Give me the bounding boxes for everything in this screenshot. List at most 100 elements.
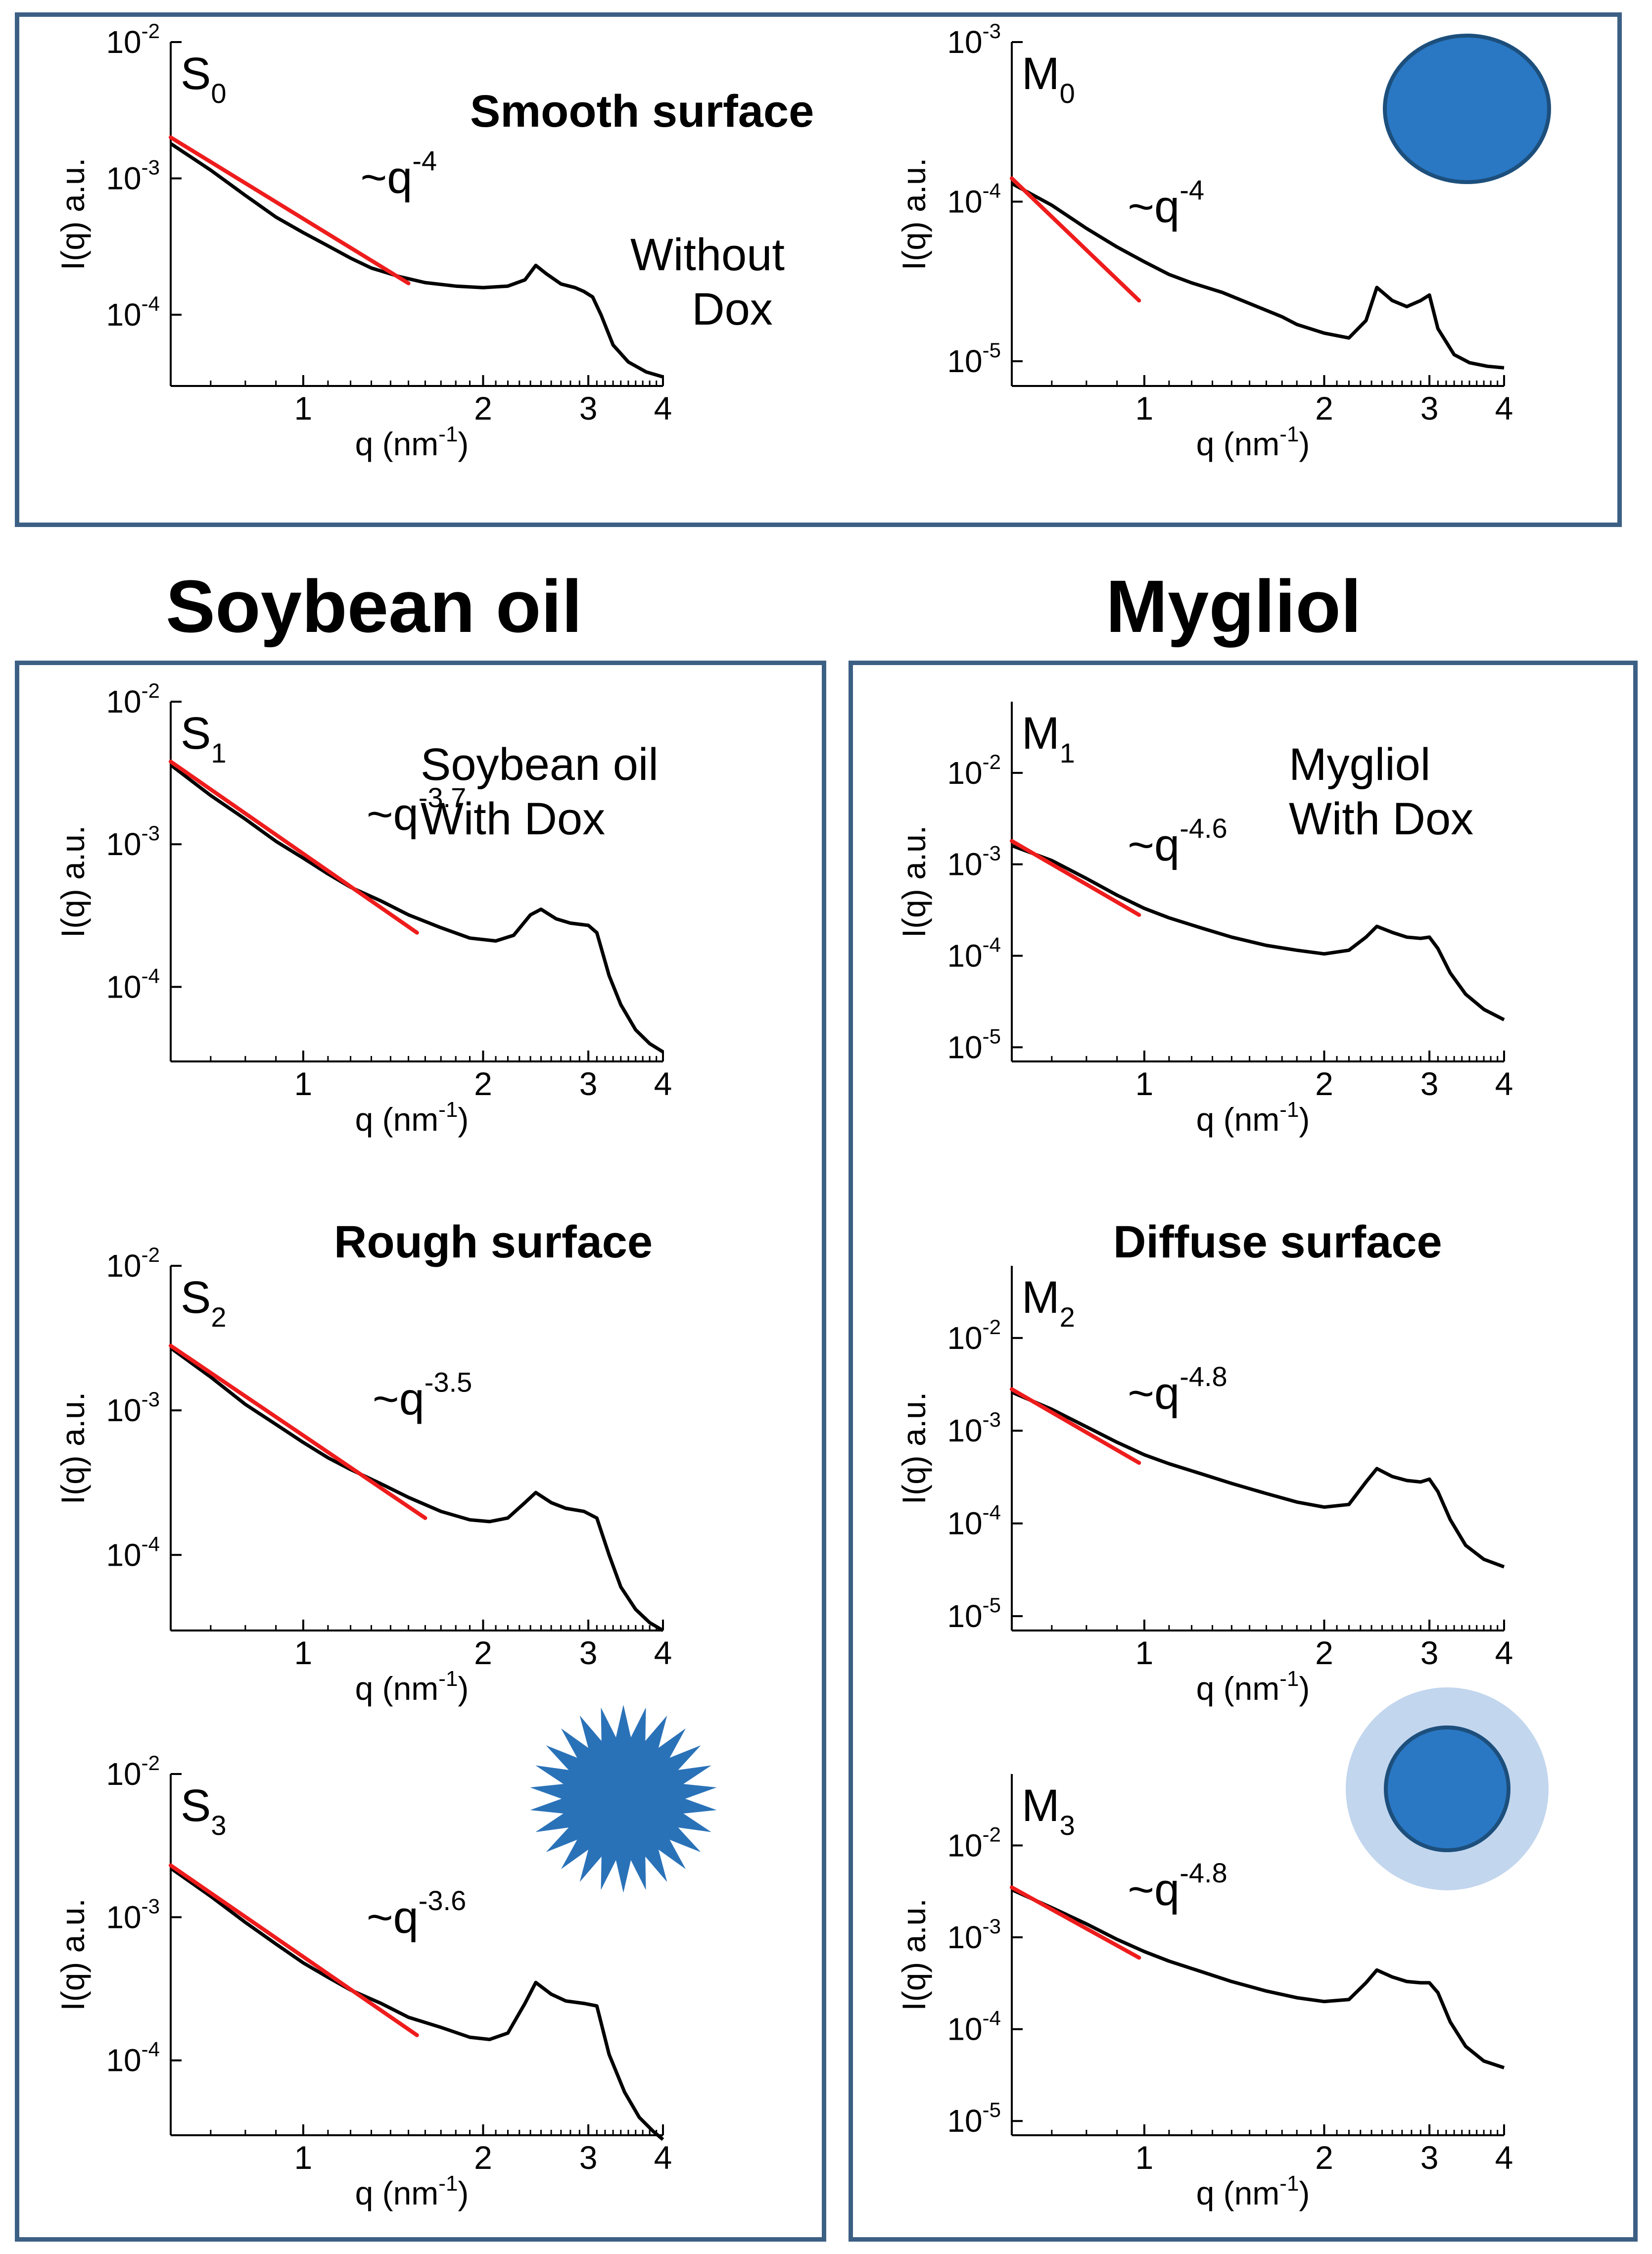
y-tick-label: 10-3 xyxy=(947,1915,1001,1955)
x-tick-label: 3 xyxy=(1420,2139,1439,2176)
panel-label: S3 xyxy=(181,1780,227,1841)
y-tick-label: 10-4 xyxy=(947,1501,1001,1541)
y-axis-label: I(q) a.u. xyxy=(54,1392,91,1504)
panel-label: S0 xyxy=(181,48,227,109)
x-tick-label: 2 xyxy=(1315,1065,1333,1102)
x-tick-label: 2 xyxy=(474,1634,492,1671)
panel-label: S1 xyxy=(181,708,227,768)
x-axis-label: q (nm-1) xyxy=(1196,1098,1310,1138)
plot-group-S2: 1 2 3 4 10-4 10-3 10-2 q (nm-1) I(q) a.u. S2 ~q-3.… xyxy=(54,1243,672,1707)
x-tick-label: 1 xyxy=(1135,1065,1154,1102)
x-tick-label: 4 xyxy=(654,1065,672,1102)
data-line xyxy=(1011,844,1505,1021)
y-tick-label: 10-4 xyxy=(106,292,160,333)
y-axis-label: I(q) a.u. xyxy=(896,1898,932,2011)
panel-label: M1 xyxy=(1022,708,1075,768)
y-tick-label: 10-2 xyxy=(106,19,160,60)
top-frame xyxy=(15,12,1622,527)
x-tick-label: 4 xyxy=(1495,390,1513,427)
exponent-label: ~q-4.6 xyxy=(1128,813,1227,870)
x-tick-label: 3 xyxy=(579,390,598,427)
y-tick-label: 10-3 xyxy=(106,1388,160,1428)
fit-line xyxy=(169,1343,427,1520)
x-tick-label: 1 xyxy=(1135,390,1154,427)
x-tick-label: 2 xyxy=(1315,390,1333,427)
y-tick-label: 10-4 xyxy=(947,179,1001,220)
x-axis-label: q (nm-1) xyxy=(1196,1667,1310,1707)
y-tick-label: 10-2 xyxy=(947,1822,1001,1863)
x-tick-label: 1 xyxy=(1135,1634,1154,1671)
without-dox-line2: Dox xyxy=(692,284,773,335)
exponent-label: ~q-4 xyxy=(1128,174,1204,232)
y-axis-label: I(q) a.u. xyxy=(896,158,932,270)
soybean-frame xyxy=(15,661,826,2242)
y-tick-label: 10-5 xyxy=(947,1024,1001,1065)
y-axis-label: I(q) a.u. xyxy=(896,825,932,938)
x-tick-label: 3 xyxy=(579,1634,598,1671)
soybean-with-dox-line1: Soybean oil xyxy=(421,739,659,790)
fit-line xyxy=(1010,176,1141,303)
data-line xyxy=(169,1867,664,2141)
x-axis-label: q (nm-1) xyxy=(355,1098,469,1138)
exponent-label: ~q-4.8 xyxy=(1128,1857,1227,1915)
data-line xyxy=(1011,1391,1505,1569)
x-tick-label: 3 xyxy=(1420,1634,1439,1671)
exponent-label: ~q-3.7 xyxy=(367,782,466,840)
y-tick-label: 10-3 xyxy=(106,155,160,196)
y-axis-label: I(q) a.u. xyxy=(54,1898,91,2011)
x-tick-label: 3 xyxy=(1420,1065,1439,1102)
panel-label: M0 xyxy=(1022,48,1075,109)
soybean-with-dox-label: Soybean oil With Dox xyxy=(421,737,659,847)
x-tick-label: 1 xyxy=(294,2139,313,2176)
diffuse-surface-label: Diffuse surface xyxy=(1113,1217,1442,1267)
fit-line xyxy=(169,760,419,935)
x-axis-label: q (nm-1) xyxy=(355,422,469,462)
data-line xyxy=(1011,1888,1505,2069)
exponent-label: ~q-4 xyxy=(361,145,437,203)
y-tick-label: 10-5 xyxy=(947,2098,1001,2139)
x-tick-label: 4 xyxy=(654,1634,672,1671)
x-axis-label: q (nm-1) xyxy=(1196,422,1310,462)
exponent-label: ~q-3.5 xyxy=(373,1367,472,1425)
y-tick-label: 10-2 xyxy=(106,1243,160,1284)
x-tick-label: 4 xyxy=(1495,1065,1513,1102)
x-tick-label: 4 xyxy=(1495,1634,1513,1671)
data-line xyxy=(1011,182,1505,370)
y-tick-label: 10-2 xyxy=(106,1751,160,1792)
plot-group-M3: 1 2 3 4 10-5 10-4 10-3 10-2 q (nm-1) I(q) a.u. M3 ~… xyxy=(896,1774,1513,2211)
y-tick-label: 10-4 xyxy=(106,1532,160,1573)
y-axis-label: I(q) a.u. xyxy=(54,825,91,938)
mygliol-with-dox-label: Mygliol With Dox xyxy=(1289,737,1473,847)
smooth-surface-label: Smooth surface xyxy=(470,86,814,137)
y-tick-label: 10-3 xyxy=(947,19,1001,60)
x-tick-label: 3 xyxy=(579,2139,598,2176)
x-tick-label: 2 xyxy=(474,390,492,427)
plot-group-M1: 1 2 3 4 10-5 10-4 10-3 10-2 q (nm-1) I(q) a.u. M1 ~… xyxy=(896,702,1513,1138)
mygliol-with-dox-line2: With Dox xyxy=(1289,794,1474,845)
y-tick-label: 10-3 xyxy=(106,821,160,862)
plot-group-M0: 1 2 3 4 10-5 10-4 10-3 q (nm-1) I(q) a.u. M0 ~q-4 xyxy=(896,19,1513,462)
x-tick-label: 2 xyxy=(1315,1634,1333,1671)
without-dox-label: Without Dox xyxy=(599,228,816,337)
y-tick-label: 10-3 xyxy=(947,842,1001,882)
soybean-heading: Soybean oil xyxy=(166,565,582,648)
y-axis-label: I(q) a.u. xyxy=(896,1392,932,1504)
mygliol-with-dox-line1: Mygliol xyxy=(1289,739,1431,790)
x-tick-label: 3 xyxy=(579,1065,598,1102)
x-tick-label: 4 xyxy=(654,390,672,427)
x-tick-label: 1 xyxy=(294,1634,313,1671)
plot-group-S1: 1 2 3 4 10-4 10-3 10-2 q (nm-1) I(q) a.u. S1 ~q-3.… xyxy=(54,679,672,1138)
data-line xyxy=(170,142,663,379)
plot-group-M2: 1 2 3 4 10-5 10-4 10-3 10-2 q (nm-1) I(q) a.u. M2 ~… xyxy=(896,1266,1513,1707)
data-line xyxy=(169,764,664,1054)
fit-line xyxy=(1010,1885,1141,1960)
y-axis-label: I(q) a.u. xyxy=(54,158,91,270)
fit-line xyxy=(169,135,411,286)
fit-line xyxy=(1010,839,1141,917)
y-tick-label: 10-4 xyxy=(106,2038,160,2078)
